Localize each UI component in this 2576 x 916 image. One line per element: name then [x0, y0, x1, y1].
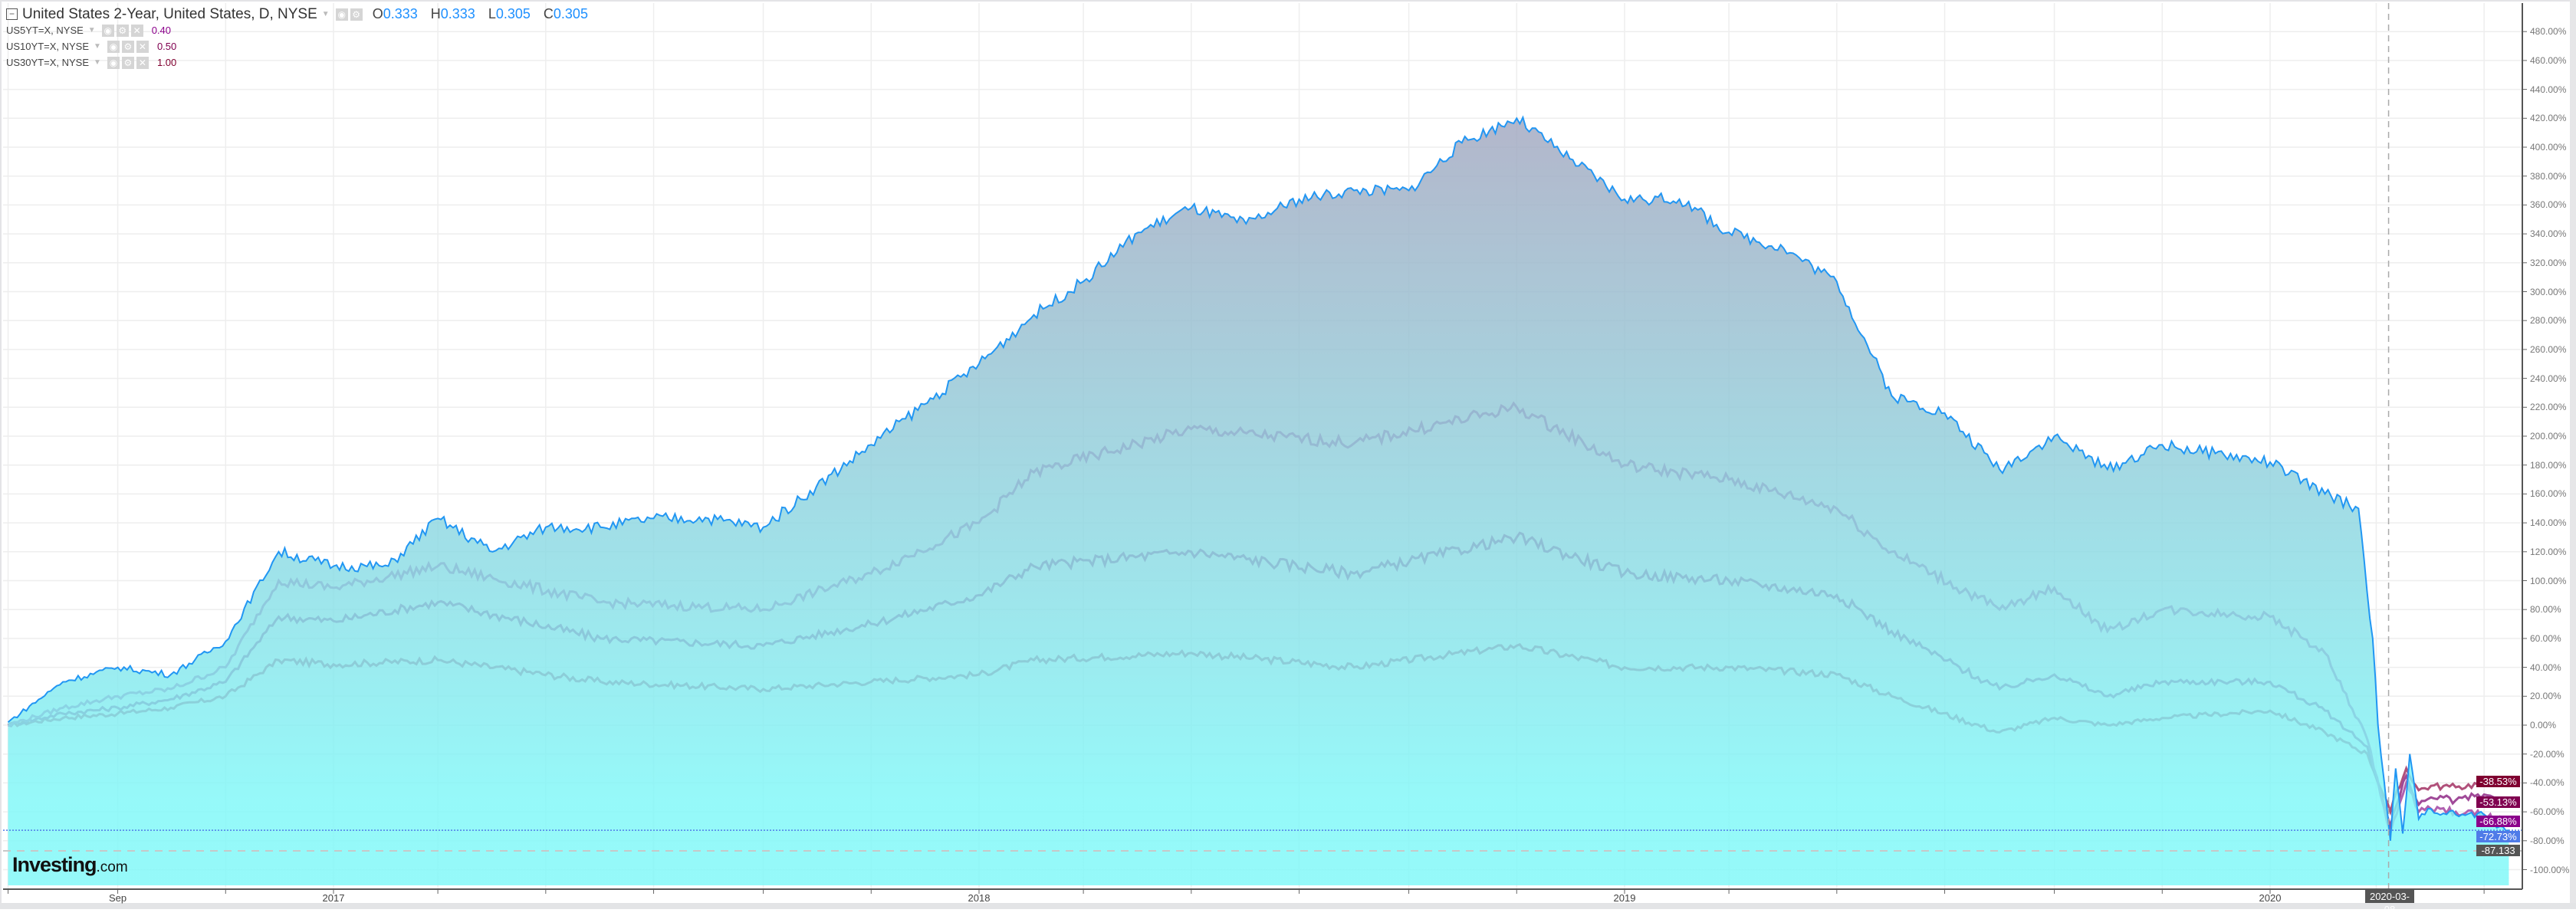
legend-row: US10YT=X, NYSE ▼ ◉ ⚙ ✕ 0.50	[6, 38, 597, 54]
low-value: 0.305	[495, 6, 531, 21]
y-tick-label: 440.00%	[2530, 84, 2567, 95]
x-tick-label: Sep	[108, 892, 127, 904]
x-tick-label: 2020	[2259, 892, 2282, 904]
y-tick-label: 180.00%	[2530, 459, 2567, 471]
last-value-label: -66.88%	[2476, 816, 2520, 827]
y-tick-label: 280.00%	[2530, 315, 2567, 327]
logo-suffix: .com	[96, 859, 128, 875]
y-tick-label: 220.00%	[2530, 402, 2567, 413]
close-icon[interactable]: ✕	[136, 40, 149, 53]
x-tick-label: 2017	[322, 892, 345, 904]
close-icon[interactable]: ✕	[130, 24, 143, 37]
axes	[3, 3, 2527, 894]
open-label: O	[372, 6, 383, 21]
y-tick-label: 380.00%	[2530, 170, 2567, 182]
crosshair-overlay	[3, 3, 2522, 889]
y-tick-label: -20.00%	[2530, 748, 2564, 760]
y-tick-label: 200.00%	[2530, 431, 2567, 442]
area-series	[7, 115, 2509, 885]
y-tick-label: 420.00%	[2530, 113, 2567, 124]
y-tick-label: 260.00%	[2530, 343, 2567, 355]
last-value-label: -38.53%	[2476, 776, 2520, 787]
gear-icon[interactable]: ⚙	[116, 24, 129, 37]
crosshair-value-label: -87.133	[2476, 845, 2520, 856]
eye-icon[interactable]: ◉	[101, 24, 114, 37]
legend-series-label[interactable]: US30YT=X, NYSE	[6, 57, 90, 68]
y-tick-label: -40.00%	[2530, 777, 2564, 789]
last-value-label: -53.13%	[2476, 796, 2520, 808]
gear-icon[interactable]: ⚙	[121, 40, 134, 53]
y-tick-label: 140.00%	[2530, 517, 2567, 529]
legend-series-value: 0.40	[151, 25, 172, 36]
right-scrollbar-strip	[2570, 0, 2576, 909]
last-value-label: -72.73%	[2476, 831, 2520, 842]
main-series-title[interactable]: United States 2-Year, United States, D, …	[22, 5, 317, 22]
y-tick-label: 480.00%	[2530, 26, 2567, 38]
y-tick-label: 0.00%	[2530, 720, 2557, 731]
y-tick-label: 120.00%	[2530, 546, 2567, 557]
y-tick-label: -100.00%	[2530, 864, 2570, 875]
legend-series-value: 0.50	[156, 41, 177, 52]
y-tick-label: 160.00%	[2530, 488, 2567, 500]
ohlc-values: O0.333 H0.333 L0.305 C0.305	[373, 6, 597, 22]
close-icon[interactable]: ✕	[136, 56, 149, 69]
y-tick-label: -60.00%	[2530, 806, 2564, 818]
y-tick-label: 340.00%	[2530, 228, 2567, 240]
chevron-down-icon[interactable]: ▼	[94, 58, 101, 67]
logo-brand: Investing	[12, 853, 97, 876]
bottom-strip	[0, 903, 2576, 909]
y-tick-label: 460.00%	[2530, 54, 2567, 66]
series-line-2y	[7, 115, 2509, 841]
legend-main-row: − United States 2-Year, United States, D…	[6, 6, 597, 22]
y-tick-label: 20.00%	[2530, 691, 2561, 702]
legend-row: US30YT=X, NYSE ▼ ◉ ⚙ ✕ 1.00	[6, 54, 597, 71]
y-tick-label: 40.00%	[2530, 662, 2561, 673]
legend-row: US5YT=X, NYSE ▼ ◉ ⚙ ✕ 0.40	[6, 22, 597, 38]
area-fill	[8, 117, 2509, 885]
low-label: L	[488, 6, 496, 21]
chevron-down-icon[interactable]: ▼	[321, 10, 330, 18]
legend-series-value: 1.00	[156, 57, 177, 68]
crosshair-date-label: 2020-03-08	[2365, 890, 2414, 915]
y-tick-label: 320.00%	[2530, 257, 2567, 268]
investing-logo: Investing.com	[12, 853, 128, 877]
high-value: 0.333	[440, 6, 475, 21]
chevron-down-icon[interactable]: ▼	[94, 42, 101, 51]
y-tick-label: 360.00%	[2530, 199, 2567, 211]
legend-series-label[interactable]: US10YT=X, NYSE	[6, 41, 90, 52]
y-tick-label: 400.00%	[2530, 142, 2567, 153]
chevron-down-icon[interactable]: ▼	[87, 26, 96, 34]
y-tick-label: -80.00%	[2530, 835, 2564, 846]
close-label: C	[543, 6, 554, 21]
eye-icon[interactable]: ◉	[107, 40, 120, 53]
y-tick-label: 300.00%	[2530, 286, 2567, 297]
chart-legend: − United States 2-Year, United States, D…	[6, 6, 597, 71]
high-label: H	[430, 6, 441, 21]
x-tick-label: 2019	[1613, 892, 1636, 904]
y-tick-label: 60.00%	[2530, 632, 2561, 644]
open-value: 0.333	[383, 6, 418, 21]
gear-icon[interactable]: ⚙	[121, 56, 134, 69]
collapse-icon[interactable]: −	[6, 8, 18, 20]
eye-icon[interactable]: ◉	[107, 56, 120, 69]
x-tick-label: 2018	[968, 892, 991, 904]
close-value: 0.305	[553, 6, 588, 21]
legend-series-label[interactable]: US5YT=X, NYSE	[6, 25, 84, 36]
y-tick-label: 100.00%	[2530, 575, 2567, 586]
gear-icon[interactable]: ⚙	[350, 8, 363, 21]
y-tick-label: 240.00%	[2530, 373, 2567, 384]
y-tick-label: 80.00%	[2530, 604, 2561, 616]
eye-icon[interactable]: ◉	[335, 8, 348, 21]
